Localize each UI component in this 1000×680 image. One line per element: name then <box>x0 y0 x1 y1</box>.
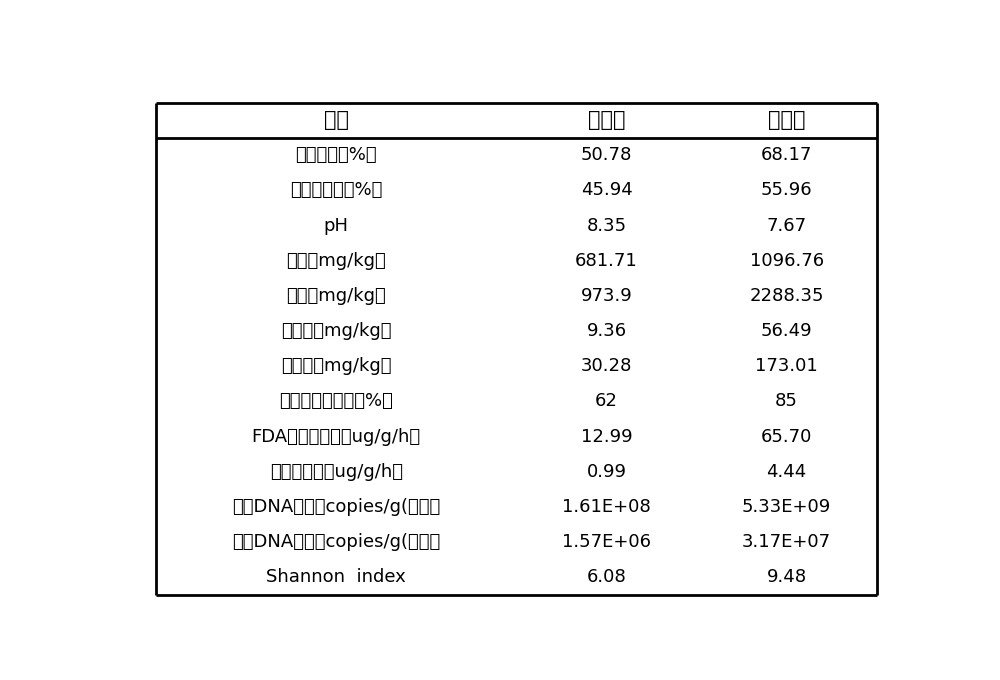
Text: 8.35: 8.35 <box>586 217 627 235</box>
Text: 173.01: 173.01 <box>755 357 818 375</box>
Text: 有效氮（mg/kg）: 有效氮（mg/kg） <box>281 357 391 375</box>
Text: 0.99: 0.99 <box>586 462 626 481</box>
Text: 12.99: 12.99 <box>581 428 632 445</box>
Text: pH: pH <box>324 217 349 235</box>
Text: 45.94: 45.94 <box>581 182 632 199</box>
Text: 85: 85 <box>775 392 798 410</box>
Text: 添加前: 添加前 <box>588 110 625 130</box>
Text: 真菌DNA拷贝数copies/g(土壤）: 真菌DNA拷贝数copies/g(土壤） <box>232 533 440 551</box>
Text: 指标: 指标 <box>324 110 349 130</box>
Text: 5.33E+09: 5.33E+09 <box>742 498 831 516</box>
Text: 681.71: 681.71 <box>575 252 638 270</box>
Text: 细菌DNA拷贝数copies/g(土壤）: 细菌DNA拷贝数copies/g(土壤） <box>232 498 440 516</box>
Text: 添加后: 添加后 <box>768 110 805 130</box>
Text: 1.61E+08: 1.61E+08 <box>562 498 651 516</box>
Text: 4.44: 4.44 <box>767 462 807 481</box>
Text: 50.78: 50.78 <box>581 146 632 165</box>
Text: 6.08: 6.08 <box>587 568 626 586</box>
Text: 65.70: 65.70 <box>761 428 812 445</box>
Text: 总孔隙度（%）: 总孔隙度（%） <box>295 146 377 165</box>
Text: 1096.76: 1096.76 <box>750 252 824 270</box>
Text: 62: 62 <box>595 392 618 410</box>
Text: 饱和持水量（%）: 饱和持水量（%） <box>290 182 382 199</box>
Text: 3.17E+07: 3.17E+07 <box>742 533 831 551</box>
Text: Shannon  index: Shannon index <box>266 568 406 586</box>
Text: 1.57E+06: 1.57E+06 <box>562 533 651 551</box>
Text: FDA水解酶活性（ug/g/h）: FDA水解酶活性（ug/g/h） <box>252 428 421 445</box>
Text: 小麦种子发芽率（%）: 小麦种子发芽率（%） <box>279 392 393 410</box>
Text: 55.96: 55.96 <box>761 182 812 199</box>
Text: 30.28: 30.28 <box>581 357 632 375</box>
Text: 总氮（mg/kg）: 总氮（mg/kg） <box>286 287 386 305</box>
Text: 68.17: 68.17 <box>761 146 812 165</box>
Text: 脱氢酶活性（ug/g/h）: 脱氢酶活性（ug/g/h） <box>270 462 403 481</box>
Text: 9.48: 9.48 <box>767 568 807 586</box>
Text: 有效磷（mg/kg）: 有效磷（mg/kg） <box>281 322 391 340</box>
Text: 7.67: 7.67 <box>767 217 807 235</box>
Text: 973.9: 973.9 <box>581 287 632 305</box>
Text: 2288.35: 2288.35 <box>749 287 824 305</box>
Text: 总磷（mg/kg）: 总磷（mg/kg） <box>286 252 386 270</box>
Text: 56.49: 56.49 <box>761 322 812 340</box>
Text: 9.36: 9.36 <box>586 322 627 340</box>
